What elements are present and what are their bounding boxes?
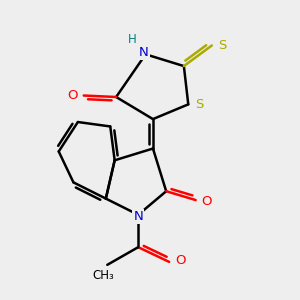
Text: O: O xyxy=(175,254,186,267)
Text: S: S xyxy=(218,39,226,52)
Text: O: O xyxy=(67,89,78,102)
Text: H: H xyxy=(128,33,137,46)
Text: S: S xyxy=(195,98,204,111)
Text: O: O xyxy=(202,195,212,208)
Text: N: N xyxy=(133,210,143,223)
Text: N: N xyxy=(139,46,149,59)
Text: CH₃: CH₃ xyxy=(92,268,114,282)
